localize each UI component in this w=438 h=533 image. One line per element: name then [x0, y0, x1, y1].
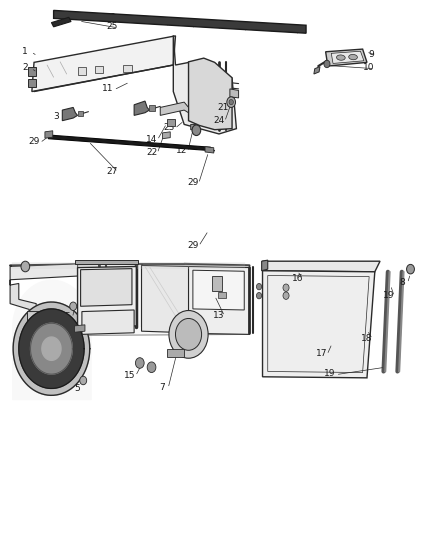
- Text: 13: 13: [213, 311, 225, 320]
- Text: 3: 3: [53, 112, 59, 122]
- Text: 6: 6: [55, 352, 61, 361]
- Text: 10: 10: [364, 63, 375, 72]
- Polygon shape: [167, 119, 176, 126]
- Text: 16: 16: [292, 273, 303, 282]
- Polygon shape: [53, 11, 306, 33]
- Polygon shape: [193, 270, 244, 310]
- Ellipse shape: [336, 55, 345, 60]
- Circle shape: [70, 302, 77, 311]
- Circle shape: [135, 358, 144, 368]
- Bar: [149, 106, 155, 111]
- Text: 27: 27: [107, 166, 118, 175]
- Polygon shape: [191, 124, 199, 130]
- Bar: [28, 79, 36, 87]
- Circle shape: [283, 284, 289, 292]
- Text: 22: 22: [146, 148, 157, 157]
- Text: 8: 8: [399, 278, 405, 287]
- Text: 19: 19: [383, 291, 395, 300]
- Text: 14: 14: [146, 135, 157, 144]
- Polygon shape: [261, 260, 268, 271]
- Polygon shape: [188, 58, 232, 130]
- Text: 4: 4: [31, 336, 37, 345]
- Polygon shape: [51, 17, 71, 27]
- Circle shape: [80, 376, 87, 385]
- Text: 1: 1: [22, 47, 28, 56]
- Polygon shape: [314, 67, 320, 74]
- Text: 26: 26: [105, 13, 116, 22]
- Polygon shape: [31, 323, 72, 374]
- Circle shape: [176, 318, 201, 350]
- Polygon shape: [81, 269, 132, 306]
- Text: 7: 7: [159, 383, 165, 392]
- Text: 15: 15: [124, 370, 135, 379]
- Text: 29: 29: [187, 178, 198, 187]
- Circle shape: [256, 284, 261, 290]
- Polygon shape: [75, 260, 138, 264]
- Bar: [28, 67, 36, 76]
- Polygon shape: [32, 36, 176, 92]
- Text: 2: 2: [22, 63, 28, 72]
- Circle shape: [21, 261, 30, 272]
- Text: 18: 18: [361, 334, 373, 343]
- Text: 11: 11: [102, 84, 114, 93]
- Text: 29: 29: [28, 138, 40, 147]
- Polygon shape: [160, 102, 188, 115]
- Text: 17: 17: [315, 350, 327, 359]
- Ellipse shape: [349, 54, 357, 60]
- Bar: [66, 361, 77, 367]
- Polygon shape: [162, 132, 170, 139]
- Circle shape: [227, 97, 236, 108]
- Text: 25: 25: [107, 22, 118, 31]
- Text: 5: 5: [64, 312, 70, 321]
- Polygon shape: [62, 108, 78, 120]
- Circle shape: [324, 60, 330, 68]
- Text: 21: 21: [218, 103, 229, 112]
- Polygon shape: [48, 135, 215, 151]
- Polygon shape: [10, 280, 36, 312]
- Polygon shape: [173, 35, 237, 134]
- Polygon shape: [134, 101, 149, 115]
- Circle shape: [229, 100, 233, 105]
- Polygon shape: [82, 310, 134, 334]
- Polygon shape: [19, 309, 84, 389]
- Bar: [78, 111, 83, 116]
- Bar: [218, 292, 226, 298]
- Polygon shape: [141, 265, 188, 333]
- Polygon shape: [78, 266, 136, 327]
- Polygon shape: [205, 147, 214, 153]
- Polygon shape: [262, 261, 380, 272]
- Polygon shape: [28, 312, 43, 324]
- Bar: [69, 367, 77, 373]
- Circle shape: [406, 264, 414, 274]
- Text: 23: 23: [163, 123, 175, 132]
- Polygon shape: [167, 349, 184, 357]
- Bar: [95, 66, 103, 73]
- Circle shape: [256, 293, 261, 299]
- Polygon shape: [78, 264, 250, 335]
- Text: 29: 29: [187, 241, 198, 250]
- Circle shape: [192, 125, 201, 135]
- Circle shape: [147, 362, 156, 373]
- Polygon shape: [74, 325, 85, 332]
- Bar: [78, 67, 86, 75]
- Circle shape: [283, 292, 289, 300]
- Text: 19: 19: [324, 369, 336, 378]
- Polygon shape: [262, 271, 375, 378]
- Polygon shape: [188, 266, 250, 334]
- Text: 5: 5: [74, 384, 81, 393]
- Polygon shape: [325, 49, 367, 66]
- Text: 24: 24: [213, 116, 225, 125]
- Text: 28: 28: [63, 327, 74, 336]
- Bar: [123, 65, 132, 72]
- Polygon shape: [13, 302, 90, 395]
- Circle shape: [169, 311, 208, 358]
- Bar: [212, 276, 222, 291]
- Polygon shape: [331, 51, 364, 63]
- Polygon shape: [10, 264, 78, 280]
- Polygon shape: [230, 89, 239, 98]
- Polygon shape: [45, 131, 53, 138]
- Polygon shape: [42, 337, 61, 360]
- Text: 9: 9: [368, 50, 374, 59]
- Text: 12: 12: [177, 147, 188, 156]
